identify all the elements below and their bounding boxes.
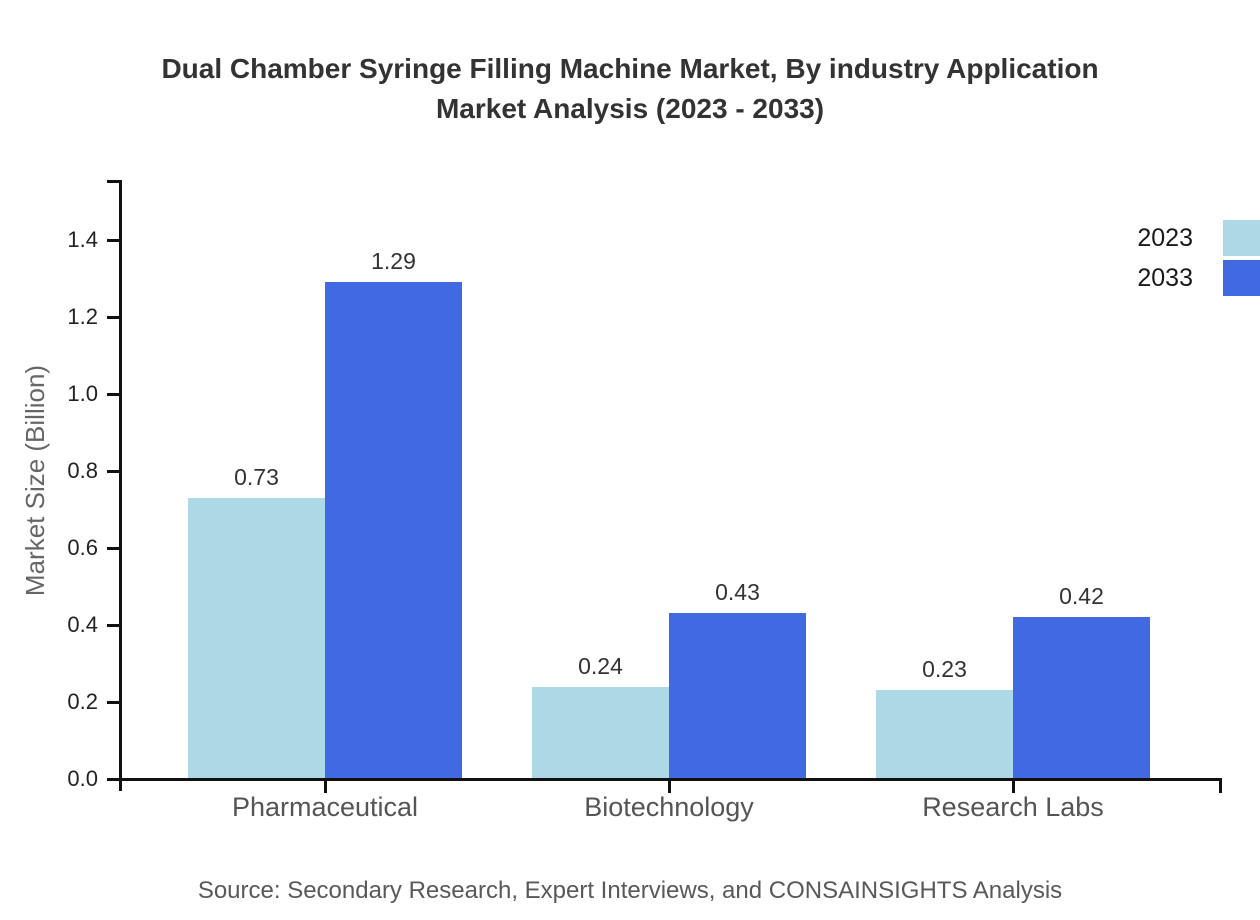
source-attribution: Source: Secondary Research, Expert Inter… (197, 877, 1063, 904)
chart-title: Dual Chamber Syringe Filling Machine Mar… (0, 49, 1260, 129)
bar-value-label: 0.42 (1059, 583, 1104, 610)
y-axis-tick (107, 239, 120, 242)
x-axis-spine (119, 778, 1222, 781)
x-axis-tick (324, 781, 327, 793)
bar-2023-pharmaceutical (188, 497, 325, 779)
y-axis-tick (107, 701, 120, 704)
y-axis-end-tick (107, 180, 120, 183)
y-axis-tick (107, 778, 120, 781)
y-axis-tick (107, 547, 120, 550)
x-axis-category-label: Research Labs (922, 792, 1104, 822)
bar-value-label: 0.23 (922, 656, 967, 683)
bar-2023-research-labs (876, 690, 1013, 779)
y-axis-tick-label: 1.2 (67, 304, 98, 329)
y-axis-tick-label: 0.6 (67, 535, 98, 560)
bar-2033-pharmaceutical (325, 282, 462, 779)
y-axis-tick-label: 0.4 (67, 612, 98, 637)
legend-label-2023: 2023 (1137, 223, 1193, 252)
y-axis-tick (107, 470, 120, 473)
legend-row-2023: 2023 (1137, 220, 1260, 256)
bar-value-label: 0.73 (234, 463, 279, 490)
bar-value-label: 0.43 (715, 579, 760, 606)
y-axis-tick-label: 0.0 (67, 766, 98, 791)
bar-2023-biotechnology (532, 686, 669, 779)
y-axis-tick (107, 624, 120, 627)
y-axis-tick-label: 1.0 (67, 381, 98, 406)
chart-title-line-2: Market Analysis (2023 - 2033) (435, 93, 825, 124)
legend-swatch-2033 (1223, 260, 1260, 296)
y-axis-spine (119, 180, 122, 791)
y-axis-tick (107, 316, 120, 319)
x-axis-tick (668, 781, 671, 793)
bar-2033-biotechnology (669, 613, 806, 779)
bar-value-label: 0.24 (578, 652, 623, 679)
bar-2033-research-labs (1013, 617, 1150, 779)
x-axis-end-tick (1219, 781, 1222, 793)
legend-row-2033: 2033 (1137, 260, 1260, 296)
legend-swatch-2023 (1223, 220, 1260, 256)
x-axis-category-label: Biotechnology (584, 792, 754, 822)
chart-title-line-1: Dual Chamber Syringe Filling Machine Mar… (161, 53, 1099, 84)
bar-value-label: 1.29 (371, 248, 416, 275)
y-axis-tick-label: 0.8 (67, 458, 98, 483)
x-axis-category-label: Pharmaceutical (231, 792, 419, 822)
y-axis-tick-label: 0.2 (67, 689, 98, 714)
y-axis-tick-label: 1.4 (67, 227, 98, 252)
legend-label-2033: 2033 (1137, 263, 1193, 292)
y-axis-tick (107, 393, 120, 396)
x-axis-tick (1012, 781, 1015, 793)
